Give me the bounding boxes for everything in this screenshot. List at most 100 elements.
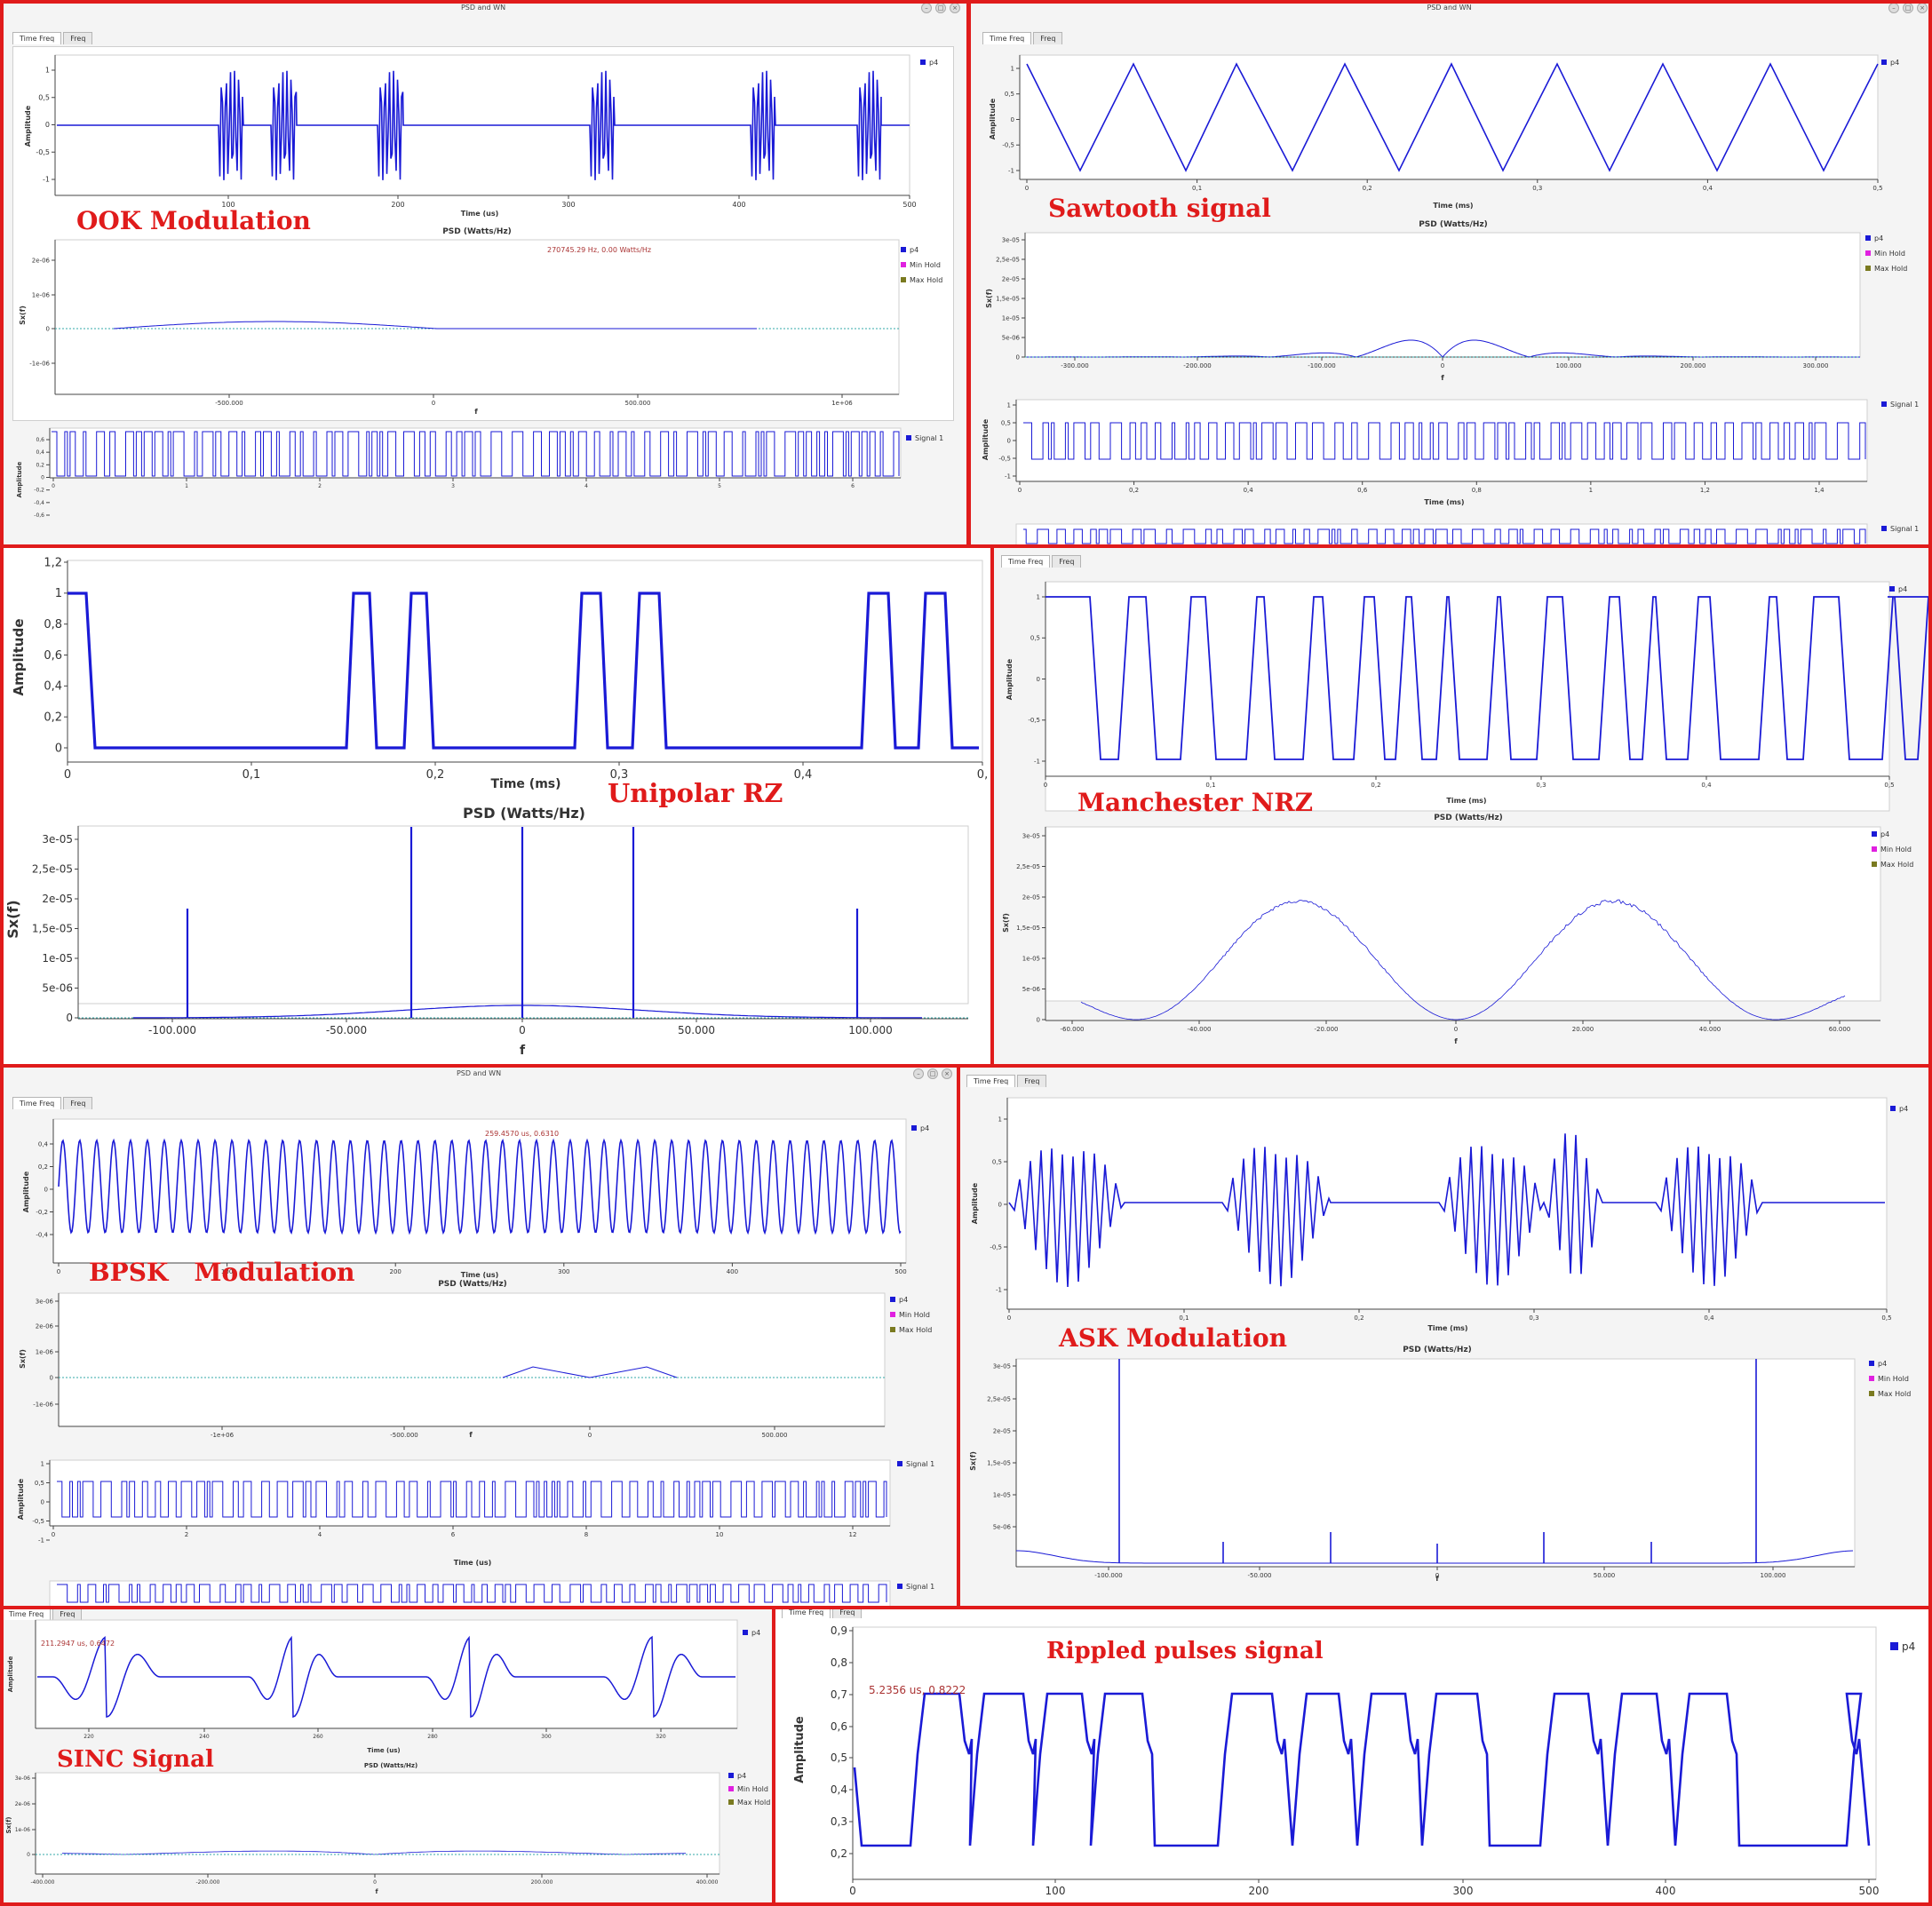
x-tick-label: 100: [221, 201, 235, 209]
tab-freq[interactable]: Freq: [63, 32, 93, 44]
legend-psd: p4 Min Hold Max Hold: [1869, 1356, 1911, 1402]
close-icon[interactable]: ×: [942, 1068, 952, 1079]
x-tick-label: 500.000: [762, 1432, 788, 1439]
x-axis-label: f: [520, 1044, 526, 1058]
x-tick-label: 1,2: [1700, 487, 1710, 494]
panel-ook: PSD and WN – □ × Time Freq Freq 100 200 30…: [0, 0, 966, 546]
y-tick-label: 5e-06: [42, 982, 73, 995]
tab-freq[interactable]: Freq: [1052, 555, 1082, 568]
y-tick-label: -0,4: [34, 500, 44, 506]
y-axis-label: Sx(f): [19, 1349, 27, 1369]
x-tick-label: 200: [390, 1268, 402, 1275]
x-tick-label: 20.000: [1572, 1026, 1594, 1033]
sinc-readout: 211.2947 us, 0.6472: [41, 1640, 115, 1648]
y-tick-label: -1: [43, 176, 50, 184]
y-tick-label: 2e-05: [993, 1427, 1011, 1434]
y-tick-label: 2,5e-05: [996, 256, 1020, 263]
label-sawtooth: Sawtooth signal: [1048, 194, 1271, 223]
tab-time-freq[interactable]: Time Freq: [982, 32, 1032, 44]
x-tick-label: 260: [313, 1734, 323, 1740]
legend-psd: p4 Min Hold Max Hold: [728, 1769, 770, 1809]
x-tick-label: 0: [588, 1432, 592, 1439]
rip-trace: [853, 1692, 1871, 1847]
y-tick-label: 1,5e-05: [32, 923, 73, 935]
x-tick-label: 1e+06: [831, 400, 853, 407]
x-tick-label: -200.000: [1183, 362, 1211, 369]
x-axis-label: Time (ms): [1433, 202, 1473, 210]
panel-bpsk: PSD and WN – □ × Time Freq Freq 0 100 200 3…: [0, 1066, 958, 1608]
label-sinc: SINC Signal: [57, 1746, 214, 1773]
y-axis-label: Amplitude: [24, 105, 32, 147]
x-tick-label: 320: [656, 1734, 666, 1740]
y-tick-label: 0,2: [44, 711, 62, 725]
x-tick-label: 50.000: [678, 1024, 715, 1036]
x-axis-label: f: [1454, 1037, 1458, 1045]
bpsk-trace: [58, 1138, 902, 1235]
bpsk-chart: 0 100 200 300 400 5000,40,20-0,2-0,4Amplitude…: [17, 1118, 907, 1608]
y-tick-label: -0,5: [1002, 142, 1014, 149]
x-axis-label: Time (ms): [1446, 797, 1486, 805]
y-tick-label: -1e-06: [29, 360, 50, 367]
tab-freq[interactable]: Freq: [1033, 32, 1063, 44]
x-tick-label: 220: [83, 1734, 94, 1740]
sinc-psd-area: [35, 1772, 720, 1875]
y-axis-label: Sx(f): [5, 1816, 12, 1833]
x-axis-label: Time (us): [461, 1271, 499, 1279]
y-tick-label: 2e-06: [32, 257, 51, 264]
saw-bitstream-2: [1023, 528, 1866, 544]
psd-title: PSD (Watts/Hz): [1403, 1346, 1472, 1354]
y-axis-label: Amplitude: [989, 98, 997, 139]
x-tick-label: 500: [894, 1268, 906, 1275]
y-tick-label: -0,5: [990, 1243, 1002, 1251]
y-tick-label: 1e-05: [993, 1491, 1011, 1498]
x-tick-label: 8: [584, 1531, 588, 1538]
tab-freq[interactable]: Freq: [63, 1097, 93, 1109]
x-tick-label: 0: [52, 483, 55, 489]
tab-freq[interactable]: Freq: [832, 1608, 863, 1618]
sinc-trace: [37, 1635, 735, 1719]
y-axis-label: Amplitude: [7, 1656, 14, 1692]
legend-signal1: Signal 1: [1881, 397, 1919, 412]
x-tick-label: 1: [1589, 487, 1593, 494]
x-tick-label: 200.000: [531, 1879, 553, 1886]
legend-p4: p4: [1881, 55, 1899, 70]
x-tick-label: 400: [732, 201, 745, 209]
x-tick-label: 0,3: [1529, 1314, 1538, 1322]
tab-time-freq[interactable]: Time Freq: [966, 1075, 1016, 1087]
y-tick-label: 1: [998, 1116, 1002, 1123]
y-tick-label: -0,5: [36, 148, 50, 156]
y-axis-label: Amplitude: [982, 418, 990, 460]
tab-freq[interactable]: Freq: [1017, 1075, 1047, 1087]
x-tick-label: 6: [451, 1531, 456, 1538]
x-tick-label: 200.000: [1681, 362, 1706, 369]
y-tick-label: 0: [50, 1374, 53, 1381]
y-tick-label: 2e-05: [1022, 893, 1040, 901]
maximize-icon[interactable]: □: [1903, 3, 1913, 13]
y-tick-label: 0: [1016, 353, 1020, 361]
x-tick-label: 0,5: [1884, 782, 1894, 789]
y-tick-label: 2e-06: [15, 1801, 30, 1807]
x-tick-label: -100.000: [1094, 1572, 1122, 1579]
y-tick-label: 0: [1037, 676, 1040, 683]
x-axis-label: f: [375, 1888, 378, 1895]
y-tick-label: -1e-06: [33, 1401, 53, 1408]
ook-bitstream: [52, 431, 900, 477]
rippled-readout: 5.2356 us, 0.8222: [869, 1684, 966, 1696]
tab-time-freq[interactable]: Time Freq: [1001, 555, 1051, 568]
x-axis-label: Time (ms): [1427, 1324, 1467, 1332]
x-tick-label: 0,2: [1354, 1314, 1364, 1322]
tab-time-freq[interactable]: Time Freq: [12, 32, 62, 44]
x-tick-label: -1e+06: [211, 1432, 235, 1439]
x-tick-label: 0,4: [794, 768, 813, 782]
maximize-icon[interactable]: □: [927, 1068, 938, 1079]
tab-time-freq[interactable]: Time Freq: [782, 1608, 831, 1618]
x-tick-label: 0: [1435, 1572, 1439, 1579]
tab-time-freq[interactable]: Time Freq: [12, 1097, 62, 1109]
x-axis-label: f: [1435, 1575, 1439, 1583]
y-tick-label: 0,4: [831, 1783, 847, 1796]
minimize-icon[interactable]: –: [913, 1068, 924, 1079]
y-tick-label: -0,2: [34, 488, 44, 494]
x-tick-label: 0,5: [1881, 1314, 1891, 1322]
x-tick-label: 100.000: [1761, 1572, 1786, 1579]
y-tick-label: 0,5: [1005, 91, 1014, 98]
